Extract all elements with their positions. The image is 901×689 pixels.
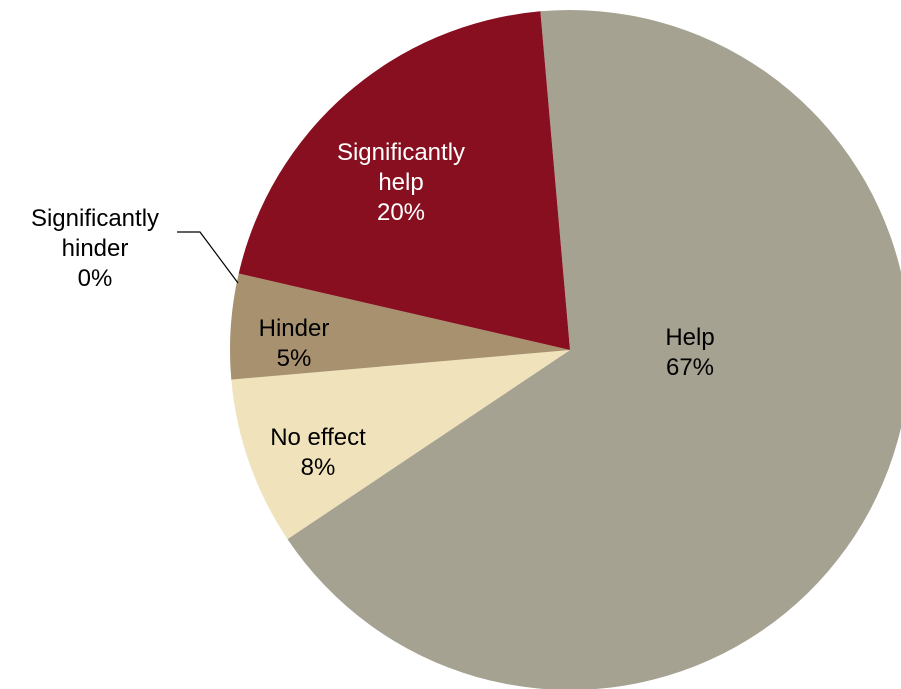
pie-slice-significantly-help xyxy=(238,11,570,351)
slice-value-hinder: 5% xyxy=(277,345,312,372)
slice-name-significantly-hinder: Significantly xyxy=(31,205,159,232)
slice-value-help: 67% xyxy=(666,354,714,381)
pie-labels: Help 67% No effect 8% Hinder 5% Significantly h… xyxy=(31,139,715,481)
pie-slices xyxy=(230,10,901,689)
slice-name-significantly-help: Significantly xyxy=(337,139,465,166)
pie-slice-no-effect xyxy=(231,350,570,540)
slice-value-no-effect: 8% xyxy=(301,454,336,481)
slice-name-no-effect: No effect xyxy=(270,424,366,451)
slice-name-significantly-help: help xyxy=(378,169,423,196)
slice-label-no-effect: No effect 8% xyxy=(270,424,366,481)
significantly-hinder-leader-line xyxy=(177,231,239,284)
pie-slice-hinder xyxy=(230,273,570,380)
slice-value-significantly-hinder: 0% xyxy=(78,265,113,292)
slice-label-significantly-hinder: Significantly hinder 0% xyxy=(31,205,159,292)
slice-name-hinder: Hinder xyxy=(259,315,330,342)
slice-name-significantly-hinder: hinder xyxy=(62,235,129,262)
slice-label-help: Help 67% xyxy=(665,324,714,381)
slice-label-significantly-help: Significantly help 20% xyxy=(337,139,465,226)
slice-value-significantly-help: 20% xyxy=(377,199,425,226)
pie-slice-help xyxy=(287,10,901,689)
slice-name-help: Help xyxy=(665,324,714,351)
slice-label-hinder: Hinder 5% xyxy=(259,315,330,372)
